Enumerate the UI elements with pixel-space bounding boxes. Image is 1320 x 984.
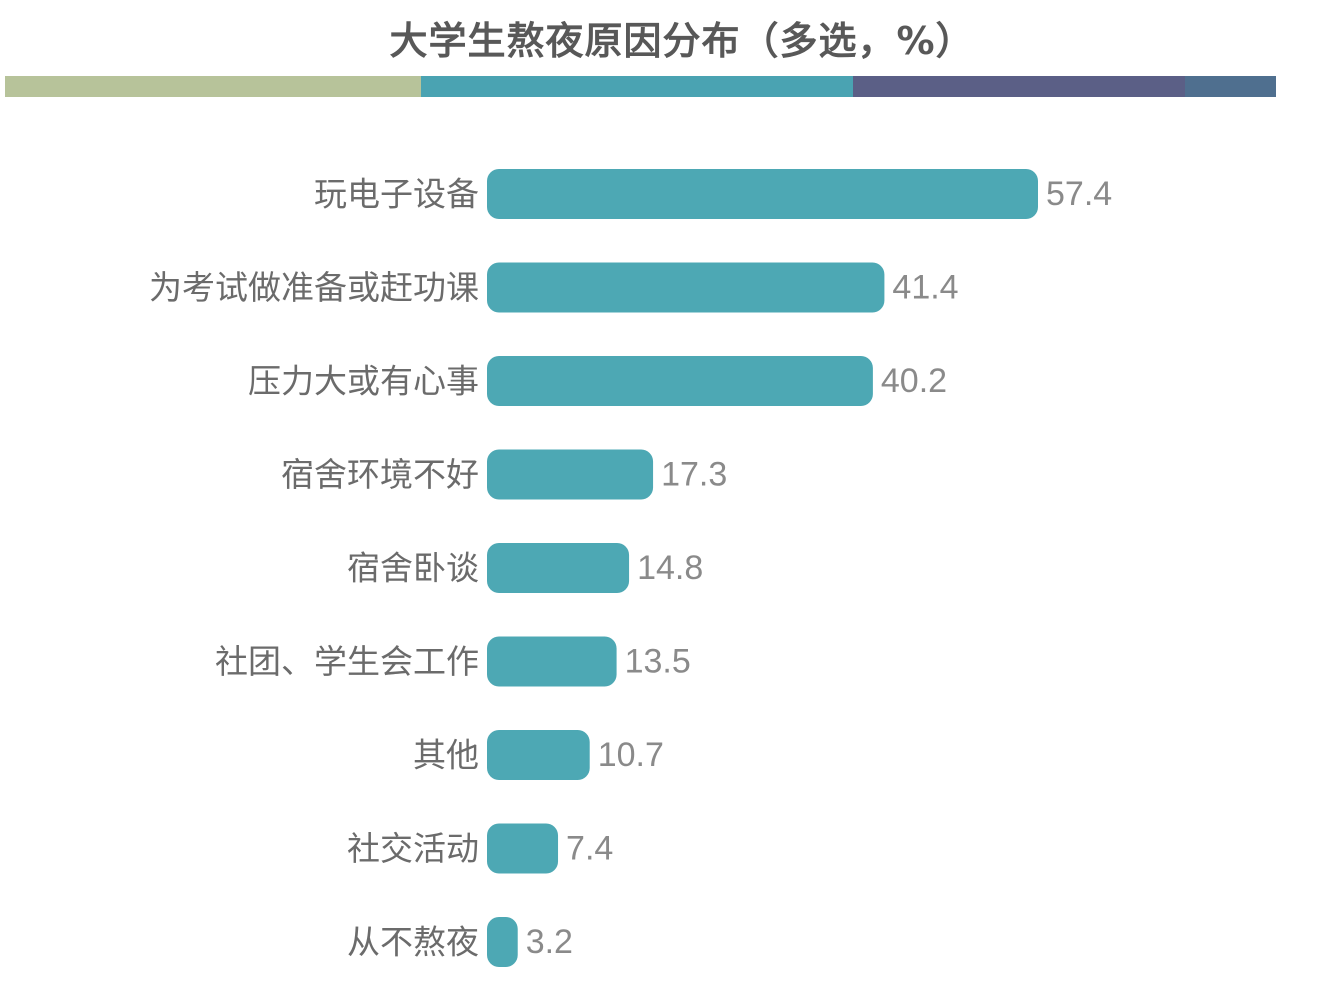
- value-label-7: 7.4: [566, 830, 613, 868]
- value-label-4: 14.8: [637, 549, 703, 587]
- category-label-2: 压力大或有心事: [248, 362, 479, 401]
- header-stripe-4: [1185, 76, 1276, 97]
- bar-3: [487, 449, 654, 500]
- bar-1: [487, 262, 885, 313]
- value-label-1: 41.4: [892, 269, 958, 307]
- category-label-3: 宿舍环境不好: [281, 455, 479, 494]
- value-label-3: 17.3: [661, 456, 727, 494]
- bar-6: [487, 730, 590, 780]
- category-label-1: 为考试做准备或赶功课: [149, 268, 479, 307]
- category-label-7: 社交活动: [347, 829, 479, 868]
- bar-8: [487, 917, 518, 967]
- bar-4: [487, 543, 630, 593]
- bar-2: [487, 356, 873, 406]
- category-label-5: 社团、学生会工作: [215, 642, 479, 681]
- value-label-2: 40.2: [881, 362, 947, 400]
- category-label-0: 玩电子设备: [314, 175, 479, 214]
- header-stripe-2: [421, 76, 853, 97]
- value-label-6: 10.7: [598, 736, 664, 774]
- category-label-6: 其他: [413, 736, 479, 775]
- bar-7: [487, 823, 559, 874]
- chart-title: 大学生熬夜原因分布（多选，%）: [389, 19, 975, 63]
- value-label-0: 57.4: [1046, 175, 1112, 213]
- header-stripe-3: [853, 76, 1185, 97]
- value-label-8: 3.2: [526, 923, 573, 961]
- bar-5: [487, 636, 617, 687]
- header-stripe-1: [5, 76, 421, 97]
- category-label-4: 宿舍卧谈: [347, 549, 479, 588]
- category-label-8: 从不熬夜: [347, 923, 479, 962]
- bar-0: [487, 169, 1038, 219]
- value-label-5: 13.5: [625, 643, 691, 681]
